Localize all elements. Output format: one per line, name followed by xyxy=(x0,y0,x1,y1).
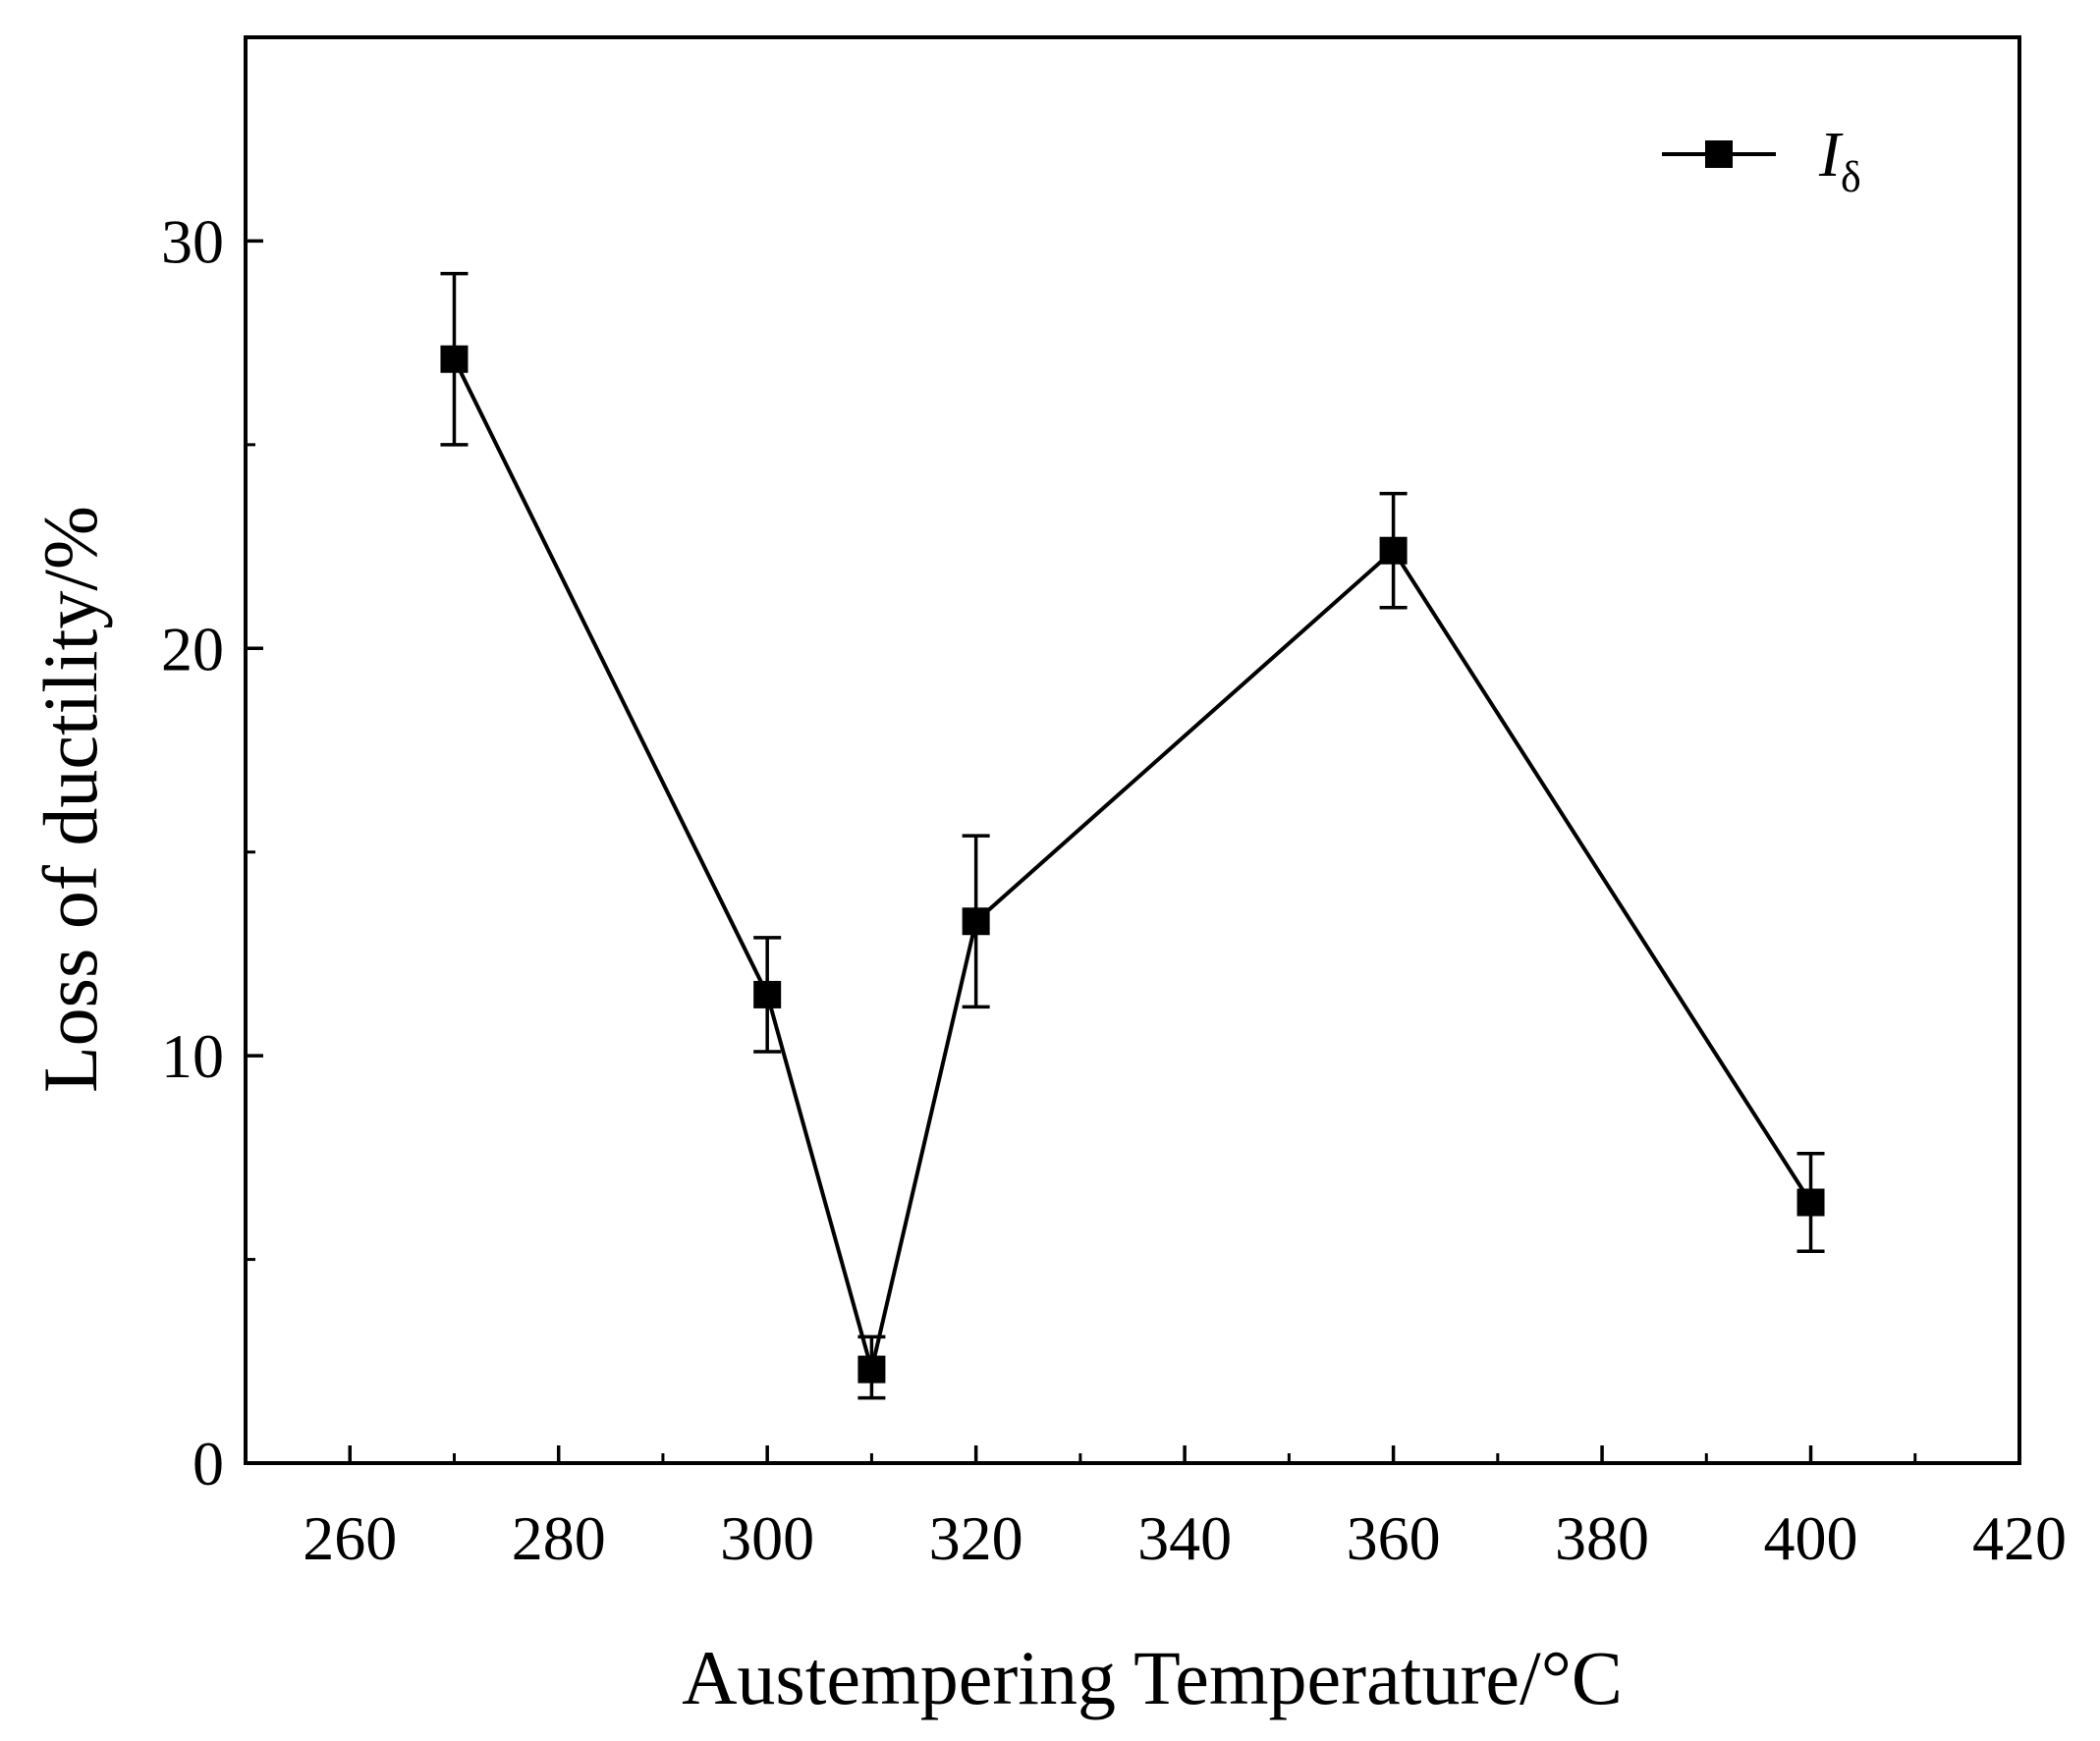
series-line xyxy=(452,357,1813,1371)
series-line-layer xyxy=(440,271,1825,1400)
y-tick-label: 30 xyxy=(161,206,224,276)
y-tick-label: 0 xyxy=(193,1429,224,1498)
data-point xyxy=(753,980,782,1008)
x-tick-label: 280 xyxy=(512,1503,606,1573)
axis-labels: 260 280 300 320 340 360 380 400 420 0 10 20 30 Austem… xyxy=(28,206,2067,1720)
plot-frame-rect xyxy=(244,35,2021,1465)
x-tick-label: 380 xyxy=(1555,1503,1649,1573)
y-tick-label: 20 xyxy=(161,614,224,683)
x-tick-label: 320 xyxy=(929,1503,1023,1573)
axis-ticks xyxy=(246,239,2021,1465)
data-point xyxy=(1379,536,1408,565)
x-axis-title: Austempering Temperature/°C xyxy=(682,1635,1623,1720)
legend-label: Iδ xyxy=(1818,119,1861,201)
data-point xyxy=(857,1355,886,1384)
x-tick-label: 340 xyxy=(1137,1503,1232,1573)
plot-frame xyxy=(244,35,2021,1465)
data-point xyxy=(962,907,990,936)
x-tick-label: 260 xyxy=(303,1503,397,1573)
x-tick-label: 360 xyxy=(1347,1503,1441,1573)
x-tick-label: 300 xyxy=(720,1503,814,1573)
x-tick-label: 400 xyxy=(1764,1503,1858,1573)
y-tick-label: 10 xyxy=(161,1021,224,1091)
data-point xyxy=(1796,1188,1825,1217)
x-tick-label: 420 xyxy=(1972,1503,2067,1573)
legend: Iδ xyxy=(1662,119,1861,201)
data-point xyxy=(440,345,469,373)
y-axis-title: Loss of ductility/% xyxy=(28,506,113,1093)
legend-marker xyxy=(1705,140,1733,168)
